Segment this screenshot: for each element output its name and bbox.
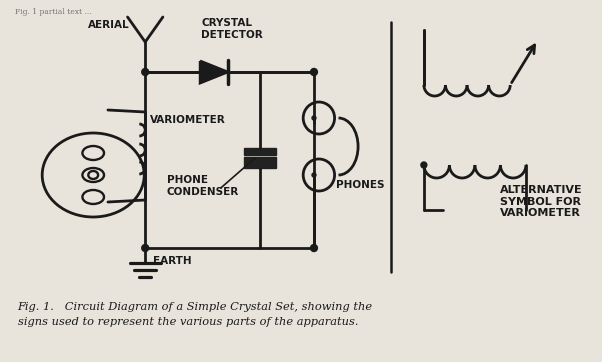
Text: PHONE
CONDENSER: PHONE CONDENSER — [167, 175, 239, 197]
Text: CRYSTAL
DETECTOR: CRYSTAL DETECTOR — [201, 18, 263, 39]
Text: PHONES: PHONES — [335, 180, 384, 190]
Polygon shape — [244, 148, 276, 155]
Text: Fig. 1.   Circuit Diagram of a Simple Crystal Set, showing the
signs used to rep: Fig. 1. Circuit Diagram of a Simple Crys… — [17, 302, 373, 327]
Text: EARTH: EARTH — [153, 256, 191, 266]
Circle shape — [142, 68, 149, 76]
Text: VARIOMETER: VARIOMETER — [150, 115, 226, 125]
Circle shape — [311, 244, 317, 252]
Text: AERIAL: AERIAL — [88, 20, 130, 30]
Circle shape — [312, 173, 316, 177]
Circle shape — [421, 162, 427, 168]
Circle shape — [312, 116, 316, 120]
Polygon shape — [244, 157, 276, 168]
Polygon shape — [200, 61, 228, 83]
Circle shape — [142, 244, 149, 252]
Circle shape — [311, 68, 317, 76]
Text: ALTERNATIVE
SYMBOL FOR
VARIOMETER: ALTERNATIVE SYMBOL FOR VARIOMETER — [500, 185, 583, 218]
Text: Fig. 1 partial text ...: Fig. 1 partial text ... — [14, 8, 92, 16]
